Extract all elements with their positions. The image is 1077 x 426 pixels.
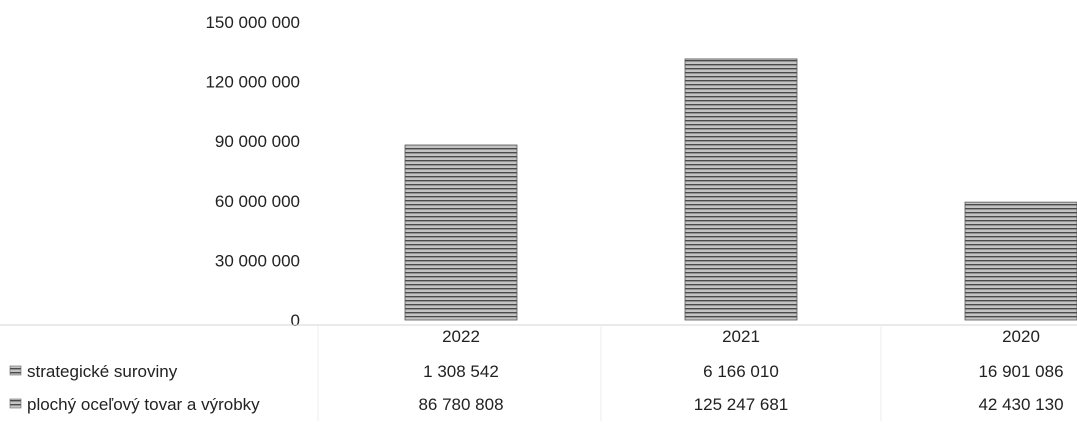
table-value-series-0-2020: 16 901 086 xyxy=(978,362,1063,381)
data-table: 2022 2021 2020 strategické suroviny 1 308 54… xyxy=(0,324,1077,421)
y-tick-label: 90 000 000 xyxy=(215,132,300,151)
table-value-series-1-2021: 125 247 681 xyxy=(694,395,789,414)
table-value-series-0-2022: 1 308 542 xyxy=(423,362,499,381)
table-value-series-1-2020: 42 430 130 xyxy=(978,395,1063,414)
bar-outline-2020 xyxy=(964,201,1077,321)
bar-outline-2022 xyxy=(404,144,518,321)
bar-2020-series-1 xyxy=(965,202,1077,287)
legend-label-series-0: strategické suroviny xyxy=(27,362,178,381)
bar-2022-series-0 xyxy=(405,317,517,320)
y-tick-label: 60 000 000 xyxy=(215,192,300,211)
bar-2022-series-1 xyxy=(405,144,517,318)
bar-outline-2021 xyxy=(684,58,798,321)
y-tick-label: 150 000 000 xyxy=(205,13,300,32)
bar-2021-series-1 xyxy=(685,58,797,308)
y-tick-label: 30 000 000 xyxy=(215,251,300,270)
category-label-2020: 2020 xyxy=(1002,327,1040,346)
legend-swatch-series-0 xyxy=(9,365,22,376)
bar-2020-series-0 xyxy=(965,286,1077,320)
category-label-2022: 2022 xyxy=(442,327,480,346)
category-label-2021: 2021 xyxy=(722,327,760,346)
y-axis: 0 30 000 000 60 000 000 90 000 000 120 000 0… xyxy=(205,13,300,330)
legend-swatch-series-1 xyxy=(9,398,22,409)
table-value-series-1-2022: 86 780 808 xyxy=(418,395,503,414)
y-tick-label: 0 xyxy=(291,311,300,330)
y-tick-label: 120 000 000 xyxy=(205,73,300,92)
bars xyxy=(404,58,1077,321)
table-value-series-0-2021: 6 166 010 xyxy=(703,362,779,381)
bar-2021-series-0 xyxy=(685,307,797,320)
legend-label-series-1: plochý oceľový tovar a výrobky xyxy=(27,395,260,414)
